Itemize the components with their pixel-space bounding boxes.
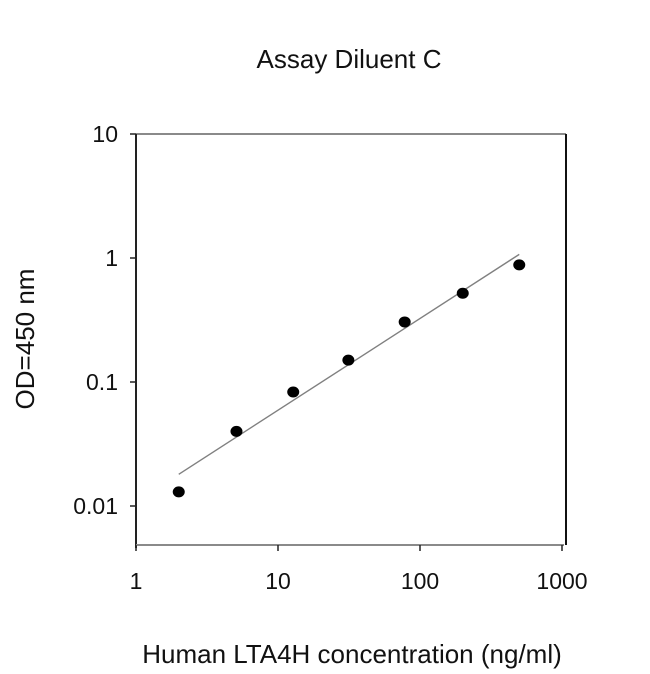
data-point bbox=[398, 316, 411, 328]
x-axis-ticks: 1 10 100 1000 bbox=[130, 545, 588, 594]
data-points bbox=[172, 259, 526, 498]
x-tick-label: 10 bbox=[265, 568, 291, 594]
chart-title: Assay Diluent C bbox=[257, 44, 442, 74]
data-point bbox=[342, 354, 355, 366]
data-point bbox=[513, 259, 526, 271]
x-tick-label: 1 bbox=[130, 568, 143, 594]
x-tick-label: 1000 bbox=[536, 568, 587, 594]
y-tick-label: 0.1 bbox=[86, 369, 118, 395]
y-tick-label: 10 bbox=[92, 121, 118, 147]
plot-area: 0.01 0.1 1 10 1 10 100 1000 bbox=[73, 121, 587, 594]
data-point bbox=[456, 287, 469, 299]
data-point bbox=[172, 486, 185, 498]
data-point bbox=[230, 425, 243, 437]
y-tick-label: 0.01 bbox=[73, 493, 118, 519]
x-tick-label: 100 bbox=[401, 568, 439, 594]
data-point bbox=[287, 386, 300, 398]
y-tick-label: 1 bbox=[105, 245, 118, 271]
y-axis-ticks: 0.01 0.1 1 10 bbox=[73, 121, 136, 519]
y-axis-label: OD=450 nm bbox=[10, 269, 40, 410]
x-axis-label: Human LTA4H concentration (ng/ml) bbox=[142, 639, 562, 669]
